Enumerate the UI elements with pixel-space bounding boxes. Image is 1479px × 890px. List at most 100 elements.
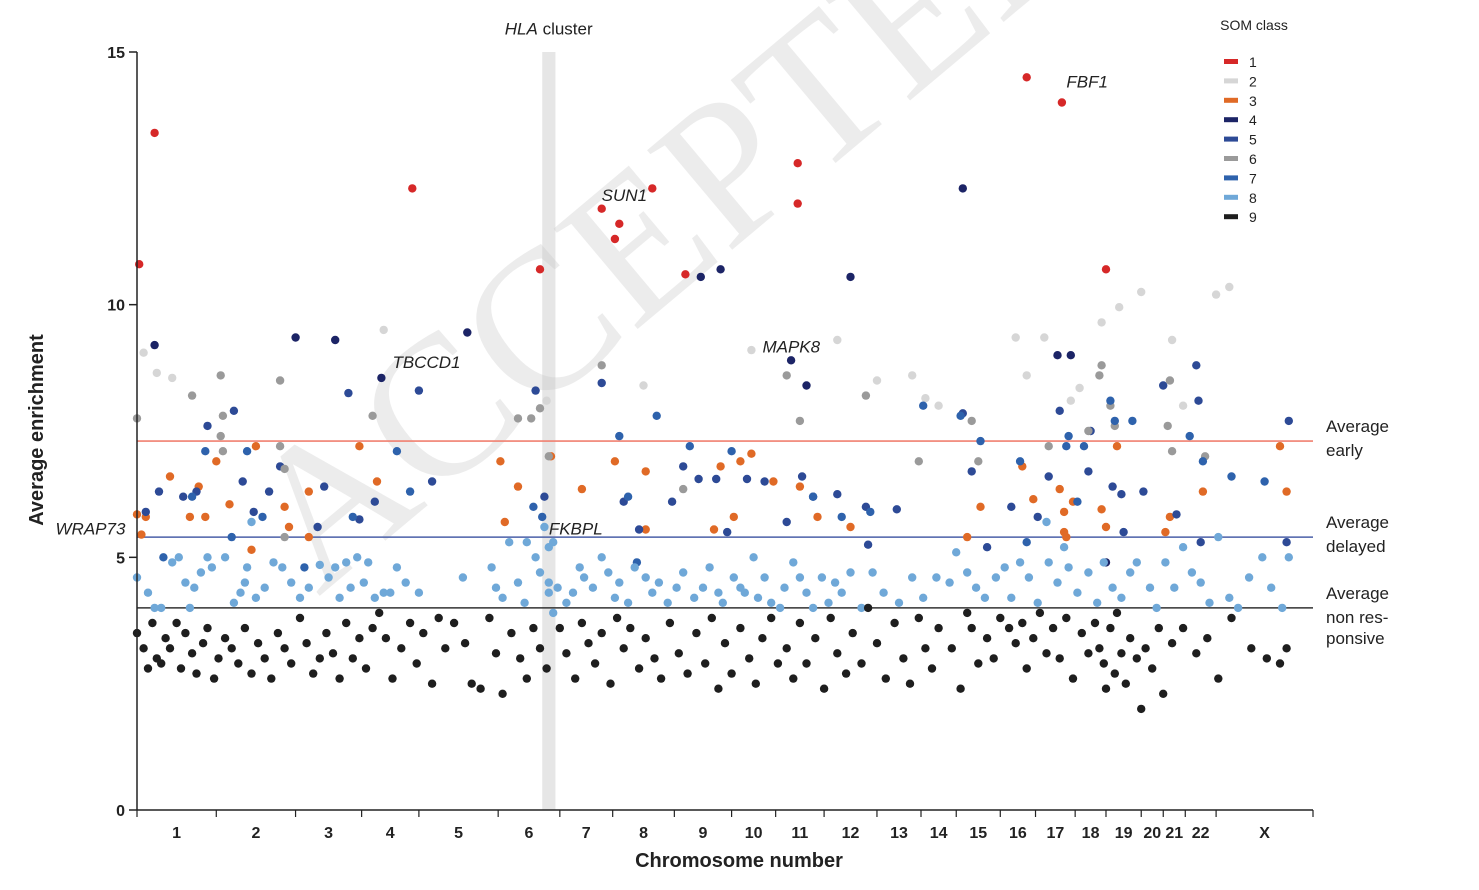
point-class-5 (1084, 467, 1093, 476)
point-class-3 (1055, 484, 1064, 494)
point-class-9 (890, 618, 899, 628)
point-class-8 (1225, 593, 1234, 602)
point-class-7 (227, 532, 236, 542)
legend-title: SOM class (1220, 17, 1288, 33)
point-class-8 (304, 583, 313, 592)
point-class-9 (1214, 674, 1223, 683)
point-class-9 (192, 669, 201, 678)
point-class-2 (1178, 401, 1188, 410)
point-class-8 (1267, 583, 1276, 592)
x-tick-label: X (1259, 825, 1270, 842)
point-class-5 (597, 378, 606, 388)
legend-label-5: 5 (1249, 132, 1257, 148)
point-class-8 (1170, 583, 1179, 592)
point-class-9 (507, 628, 516, 638)
gene-label: HLA cluster (505, 19, 593, 38)
point-class-9 (634, 664, 644, 673)
point-class-6 (1167, 447, 1177, 456)
point-class-9 (441, 644, 450, 653)
point-class-8 (1187, 568, 1197, 577)
point-class-4 (150, 340, 159, 350)
point-class-8 (1007, 593, 1016, 602)
point-class-5 (540, 492, 549, 501)
point-class-3 (372, 477, 382, 486)
point-class-9 (1029, 634, 1038, 643)
point-class-8 (753, 593, 763, 602)
x-tick-label: 14 (930, 825, 948, 842)
point-class-9 (826, 613, 835, 623)
point-class-5 (1159, 381, 1168, 390)
point-class-9 (982, 634, 992, 643)
point-class-2 (1225, 282, 1234, 292)
point-class-8 (251, 593, 261, 602)
point-class-9 (203, 623, 212, 633)
point-class-7 (1064, 431, 1073, 441)
point-class-9 (157, 659, 166, 668)
point-class-9 (1282, 644, 1291, 653)
ref-label-nonresp-line3: ponsive (1326, 629, 1385, 648)
x-tick-label: 9 (699, 825, 708, 842)
point-class-8 (740, 588, 749, 597)
point-class-8 (846, 568, 855, 577)
point-class-2 (747, 345, 756, 355)
point-class-9 (361, 664, 371, 673)
point-class-9 (934, 623, 943, 633)
point-class-9 (280, 644, 289, 653)
point-class-3 (716, 462, 725, 471)
point-class-9 (714, 684, 723, 693)
point-class-6 (216, 371, 225, 380)
point-class-8 (1000, 563, 1009, 572)
point-class-6 (535, 404, 545, 413)
point-class-9 (139, 644, 148, 653)
point-class-9 (427, 679, 437, 688)
ref-label-early-line2: early (1326, 441, 1363, 460)
point-class-9 (612, 613, 622, 623)
point-class-5 (249, 507, 258, 517)
point-class-5 (892, 505, 901, 514)
point-class-1 (1057, 98, 1067, 107)
point-class-8 (1073, 588, 1082, 597)
point-class-9 (397, 644, 406, 653)
point-class-9 (368, 623, 377, 633)
point-class-9 (172, 618, 181, 628)
point-class-8 (802, 588, 811, 597)
x-tick-label: 17 (1046, 825, 1064, 842)
x-tick-label: 5 (454, 825, 463, 842)
point-class-3 (1097, 505, 1106, 514)
point-class-9 (767, 613, 776, 623)
point-class-2 (1075, 383, 1084, 393)
point-class-8 (150, 603, 159, 613)
point-class-8 (331, 563, 340, 572)
reference-line-labels: Average early Average delayed Average non res… (1326, 417, 1389, 648)
point-class-5 (723, 527, 732, 537)
point-class-8 (1059, 543, 1069, 552)
point-class-8 (185, 603, 195, 613)
point-class-8 (392, 563, 402, 572)
x-tick-label: 10 (745, 825, 763, 842)
x-axis-label: Chromosome number (635, 850, 843, 872)
point-class-9 (802, 659, 811, 668)
point-class-9 (811, 634, 820, 643)
point-class-9 (348, 654, 357, 663)
legend-label-3: 3 (1249, 93, 1257, 109)
x-tick-label: 4 (386, 825, 395, 842)
legend-label-9: 9 (1249, 209, 1257, 225)
point-class-8 (963, 568, 972, 577)
point-class-9 (516, 654, 525, 663)
x-tick-label: 2 (251, 825, 260, 842)
point-class-3 (185, 512, 195, 522)
point-class-6 (527, 414, 536, 423)
point-class-8 (196, 568, 206, 577)
point-class-5 (1119, 527, 1128, 537)
x-tick-label: 13 (890, 825, 908, 842)
point-class-8 (775, 603, 785, 613)
point-class-1 (610, 234, 620, 244)
point-class-9 (1011, 639, 1020, 648)
point-class-9 (656, 674, 666, 683)
point-class-6 (368, 411, 377, 420)
point-class-8 (1132, 558, 1142, 567)
point-class-8 (1145, 583, 1155, 592)
point-class-8 (229, 598, 239, 607)
point-class-4 (291, 333, 300, 342)
point-class-3 (1198, 487, 1208, 496)
